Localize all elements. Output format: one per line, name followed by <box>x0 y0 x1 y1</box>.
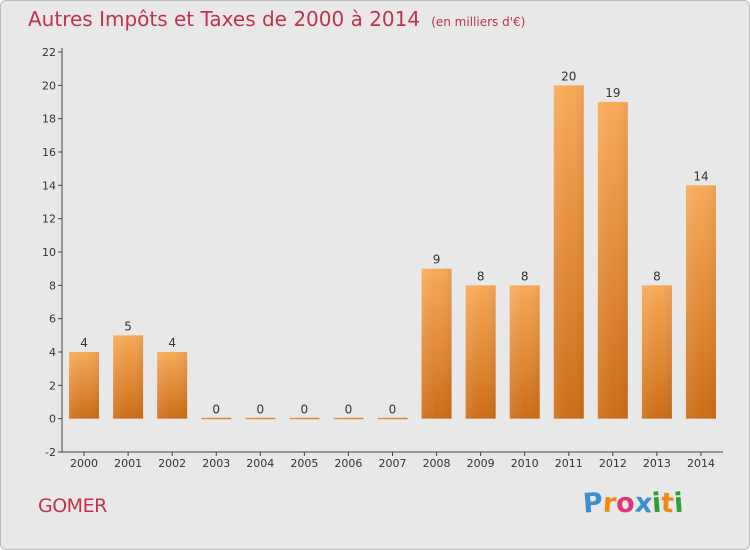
x-tick-label: 2011 <box>555 457 583 470</box>
y-tick-label: 22 <box>42 46 56 59</box>
bar-sheen <box>685 185 716 419</box>
x-tick-label: 2007 <box>379 457 407 470</box>
bar-sheen <box>377 417 408 420</box>
data-label: 0 <box>212 403 220 417</box>
y-tick-label: 0 <box>49 413 56 426</box>
chart-title: Autres Impôts et Taxes de 2000 à 2014 <box>28 7 421 31</box>
x-tick-label: 2013 <box>643 457 671 470</box>
x-tick-label: 2003 <box>202 457 230 470</box>
data-label: 9 <box>433 253 441 267</box>
data-label: 14 <box>693 169 708 183</box>
bar-sheen <box>113 335 144 419</box>
bar-sheen <box>289 417 320 420</box>
x-tick-label: 2000 <box>70 457 98 470</box>
data-label: 0 <box>389 403 397 417</box>
bar-sheen <box>333 417 364 420</box>
bar-sheen <box>465 285 496 419</box>
x-tick-label: 2014 <box>687 457 715 470</box>
x-tick-label: 2005 <box>290 457 318 470</box>
x-tick-label: 2012 <box>599 457 627 470</box>
y-tick-label: 14 <box>42 179 56 192</box>
y-tick-label: 20 <box>42 79 56 92</box>
bar-sheen <box>245 417 276 420</box>
y-tick-label: 4 <box>49 346 56 359</box>
bar-sheen <box>641 285 672 419</box>
data-label: 5 <box>124 319 132 333</box>
y-tick-label: 10 <box>42 246 56 259</box>
bar-sheen <box>157 352 188 419</box>
bar-sheen <box>421 268 452 419</box>
data-label: 4 <box>168 336 176 350</box>
y-tick-label: 2 <box>49 379 56 392</box>
location-name: GOMER <box>38 495 107 517</box>
data-label: 8 <box>653 269 661 283</box>
chart-subtitle: (en milliers d'€) <box>431 15 526 29</box>
data-label: 0 <box>301 403 309 417</box>
bar-sheen <box>201 417 232 420</box>
title-row: Autres Impôts et Taxes de 2000 à 2014 (e… <box>28 7 525 31</box>
x-tick-label: 2001 <box>114 457 142 470</box>
logo-letter: P <box>581 487 604 520</box>
logo-letter: i <box>673 487 685 520</box>
y-tick-label: 16 <box>42 146 56 159</box>
logo-letter: o <box>615 487 636 520</box>
data-label: 0 <box>345 403 353 417</box>
bars <box>69 85 716 420</box>
bar-sheen <box>553 85 584 419</box>
data-label: 19 <box>605 86 620 100</box>
proxiti-logo: Proxiti <box>581 487 685 520</box>
data-label: 4 <box>80 336 88 350</box>
bar-sheen <box>69 352 100 419</box>
y-tick-label: 18 <box>42 113 56 126</box>
data-label: 8 <box>477 269 485 283</box>
bar-sheen <box>509 285 540 419</box>
data-label: 20 <box>561 69 576 83</box>
y-tick-label: 8 <box>49 279 56 292</box>
data-label: 0 <box>256 403 264 417</box>
x-tick-label: 2002 <box>158 457 186 470</box>
y-tick-label: 6 <box>49 313 56 326</box>
data-label: 8 <box>521 269 529 283</box>
x-tick-label: 2006 <box>334 457 362 470</box>
x-tick-label: 2008 <box>423 457 451 470</box>
x-tick-label: 2004 <box>246 457 274 470</box>
bar-sheen <box>597 102 628 419</box>
x-tick-label: 2009 <box>467 457 495 470</box>
y-tick-label: -2 <box>45 446 56 459</box>
data-labels: 4 5 4 0 0 0 0 0 9 8 8 20 19 8 14 <box>80 69 708 416</box>
y-tick-label: 12 <box>42 213 56 226</box>
x-tick-label: 2010 <box>511 457 539 470</box>
